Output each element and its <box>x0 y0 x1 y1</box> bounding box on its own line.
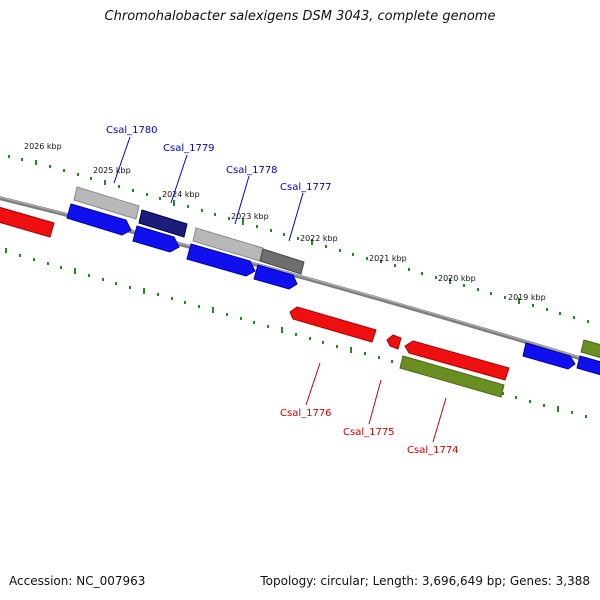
gene-label-csal-1780[interactable]: Csal_1780 <box>106 125 158 136</box>
cds-reverse-1775[interactable] <box>386 334 402 350</box>
kbp-label: 2021 kbp <box>369 254 407 263</box>
forward-gene-labels: Csal_1780 Csal_1779 Csal_1778 Csal_1777 <box>106 125 332 242</box>
reverse-strand-genes <box>0 206 600 398</box>
gene-label-csal-1777[interactable]: Csal_1777 <box>280 182 332 193</box>
cds-forward-1[interactable] <box>66 203 132 236</box>
genome-summary-text: Topology: circular; Length: 3,696,649 bp… <box>260 574 590 588</box>
gene-label-csal-1774[interactable]: Csal_1774 <box>407 445 459 456</box>
kbp-label: 2024 kbp <box>162 190 200 199</box>
kbp-label: 2019 kbp <box>508 293 546 302</box>
gene-olive-right-block[interactable] <box>580 339 600 359</box>
map-title: Chromohalobacter salexigens DSM 3043, co… <box>104 9 496 24</box>
gene-label-csal-1779[interactable]: Csal_1779 <box>163 143 215 154</box>
cds-forward-3[interactable] <box>186 243 256 277</box>
gene-csal-1777-block[interactable] <box>259 248 305 275</box>
cds-reverse-left[interactable] <box>0 206 55 238</box>
cds-forward-6[interactable] <box>576 355 600 376</box>
kbp-label: 2020 kbp <box>438 274 476 283</box>
kbp-label: 2025 kbp <box>93 166 131 175</box>
kbp-label: 2022 kbp <box>300 234 338 243</box>
gene-label-csal-1778[interactable]: Csal_1778 <box>226 165 278 176</box>
kbp-label: 2026 kbp <box>24 142 62 151</box>
kbp-labels: 2026 kbp 2025 kbp 2024 kbp 2023 kbp 2022… <box>24 142 546 302</box>
forward-strand-genes <box>66 186 600 376</box>
gene-label-csal-1776[interactable]: Csal_1776 <box>280 408 332 419</box>
cds-reverse-1776[interactable] <box>289 306 377 343</box>
gene-csal-1774-block[interactable] <box>399 355 505 398</box>
kbp-label: 2023 kbp <box>231 212 269 221</box>
reverse-gene-labels: Csal_1776 Csal_1775 Csal_1774 <box>280 362 459 456</box>
cds-forward-5[interactable] <box>522 342 576 370</box>
cds-forward-2[interactable] <box>132 225 180 253</box>
cds-forward-4[interactable] <box>253 264 298 290</box>
gene-label-csal-1775[interactable]: Csal_1775 <box>343 427 395 438</box>
gene-csal-1780-block[interactable] <box>73 186 140 220</box>
upper-tick-track <box>8 155 589 323</box>
accession-text: Accession: NC_007963 <box>9 574 146 588</box>
cds-reverse-1774[interactable] <box>404 340 510 381</box>
gene-csal-1779-block[interactable] <box>138 209 188 238</box>
